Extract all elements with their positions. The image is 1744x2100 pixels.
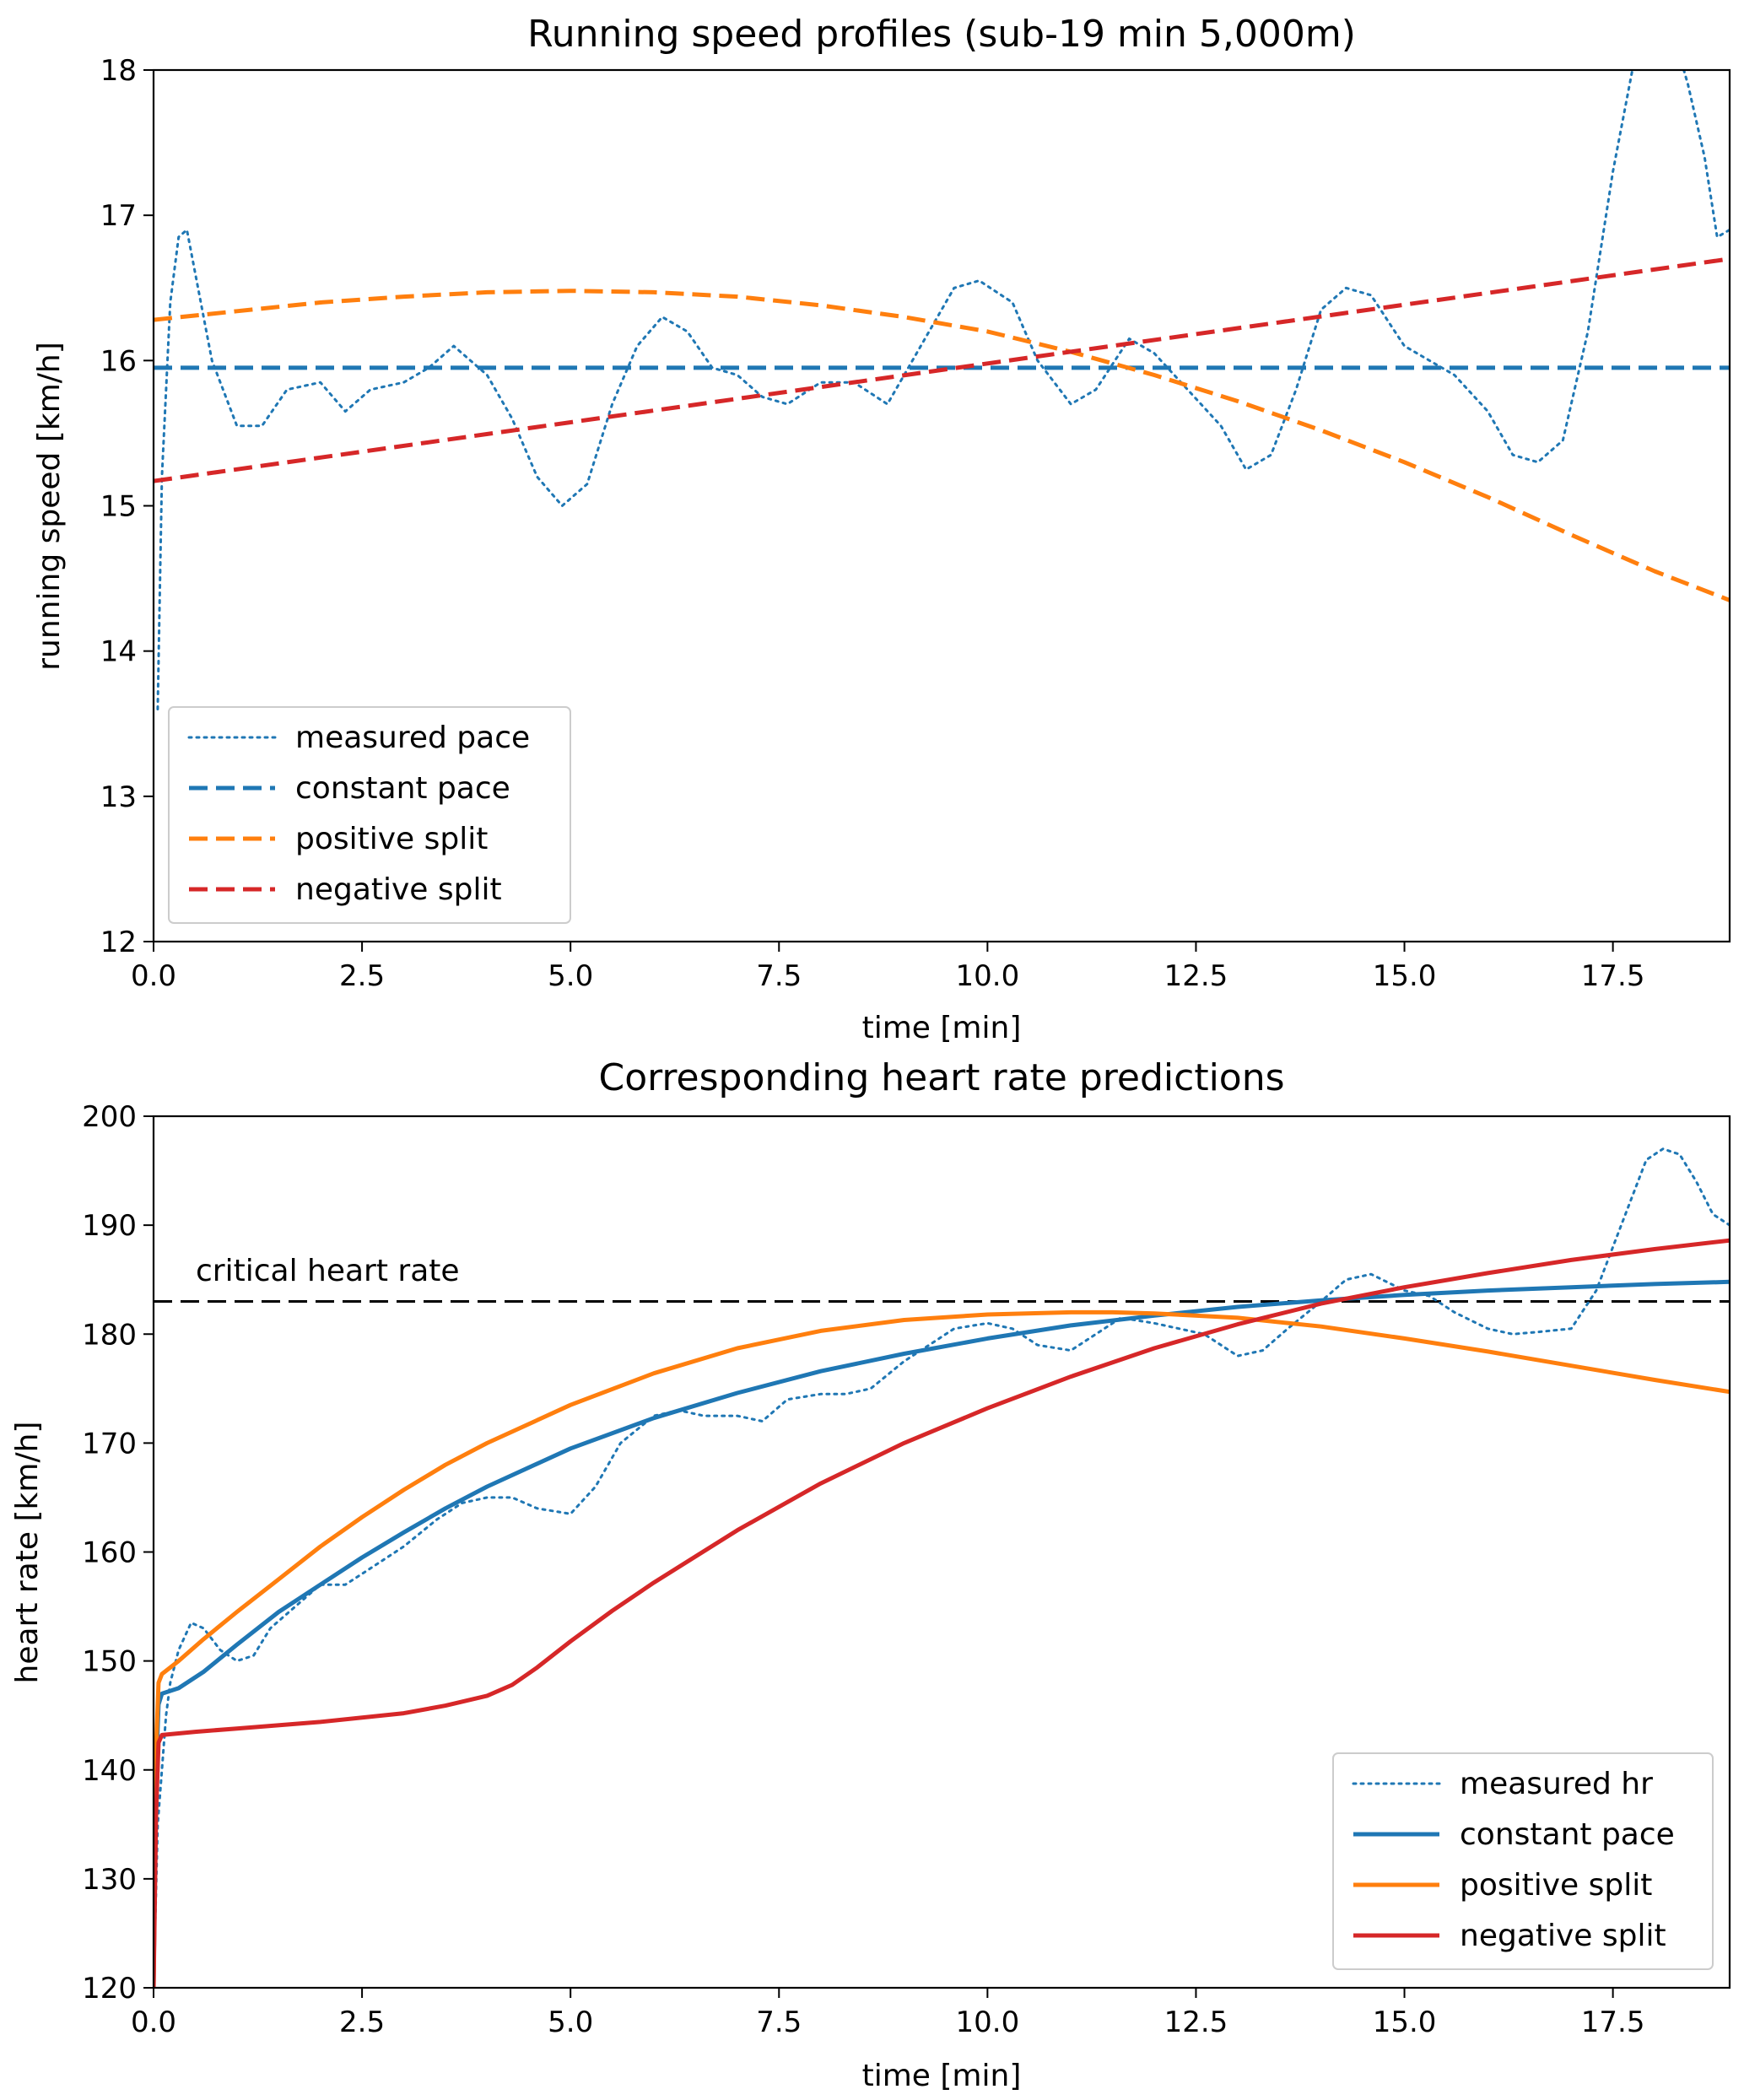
y-tick-label: 14 [100,635,137,669]
speed-chart: Running speed profiles (sub-19 min 5,000… [32,13,1731,1045]
heart-rate-chart: Corresponding heart rate predictions cri… [10,1056,1731,2093]
y-tick-label: 200 [82,1100,137,1134]
annotation-critical-heart-rate: critical heart rate [196,1254,460,1288]
y-tick-label: 18 [100,54,137,88]
legend-label-positive-split: positive split [1460,1868,1652,1903]
plot-area [154,70,1730,710]
y-tick-label: 180 [82,1318,137,1352]
x-tick-label: 7.5 [756,959,802,993]
x-tick-label: 7.5 [756,2006,802,2039]
x-tick-label: 15.0 [1373,2006,1437,2039]
ticks: 0.0 2.5 5.0 7.5 10.0 12.5 15.0 17.5 12 13 14 15 16 17… [100,54,1645,993]
y-tick-label: 190 [82,1209,137,1243]
chart-title: Corresponding heart rate predictions [598,1056,1284,1099]
ticks: 0.0 2.5 5.0 7.5 10.0 12.5 15.0 17.5 120 130 140 150… [82,1100,1644,2039]
x-tick-label: 10.0 [956,2006,1020,2039]
legend-label-constant-pace: constant pace [1460,1817,1675,1852]
series-line-positive-split [154,1309,1730,1988]
series-line-negative-split [154,256,1730,483]
y-tick-label: 16 [100,344,137,378]
series-line-negative-split [154,1238,1730,1988]
series-line-positive-split [154,289,1730,602]
x-tick-label: 0.0 [131,2006,176,2039]
series-line-measured-hr [154,1147,1730,1988]
y-axis-label: heart rate [km/h] [10,1422,45,1684]
x-tick-label: 5.0 [548,2006,593,2039]
legend-label-negative-split: negative split [295,872,502,907]
series-line-measured-pace [156,70,1730,710]
y-tick-label: 170 [82,1427,137,1460]
x-tick-label: 10.0 [956,959,1020,993]
legend: measured pace constant pace positive split… [168,706,571,924]
legend-label-negative-split: negative split [1460,1919,1666,1953]
x-tick-label: 2.5 [339,959,385,993]
x-tick-label: 12.5 [1164,959,1228,993]
y-tick-label: 140 [82,1754,137,1788]
legend-label-positive-split: positive split [295,822,488,856]
x-tick-label: 2.5 [339,2006,385,2039]
x-tick-label: 5.0 [548,959,593,993]
legend-label-constant-pace: constant pace [295,771,510,806]
legend-label-measured-pace: measured pace [295,721,530,755]
series-line-constant-pace [154,1279,1730,1988]
y-tick-label: 12 [100,926,137,959]
x-axis-label: time [min] [862,2059,1022,2093]
x-axis-label: time [min] [862,1011,1022,1045]
y-axis-label: running speed [km/h] [32,342,67,671]
y-tick-label: 120 [82,1972,137,2006]
legend: measured hr constant pace positive split ne… [1332,1752,1714,1970]
legend-label-measured-hr: measured hr [1460,1767,1653,1801]
y-tick-label: 13 [100,780,137,814]
legend-box [1332,1752,1714,1970]
chart-title: Running speed profiles (sub-19 min 5,000… [527,13,1356,56]
plot-area [154,1147,1730,1988]
y-tick-label: 15 [100,490,137,524]
x-tick-label: 17.5 [1581,959,1645,993]
y-tick-label: 130 [82,1863,137,1897]
x-tick-label: 15.0 [1373,959,1437,993]
x-tick-label: 12.5 [1164,2006,1228,2039]
y-tick-label: 150 [82,1645,137,1679]
y-tick-label: 17 [100,199,137,233]
legend-box [168,706,571,924]
x-tick-label: 0.0 [131,959,176,993]
y-tick-label: 160 [82,1536,137,1570]
x-tick-label: 17.5 [1581,2006,1645,2039]
